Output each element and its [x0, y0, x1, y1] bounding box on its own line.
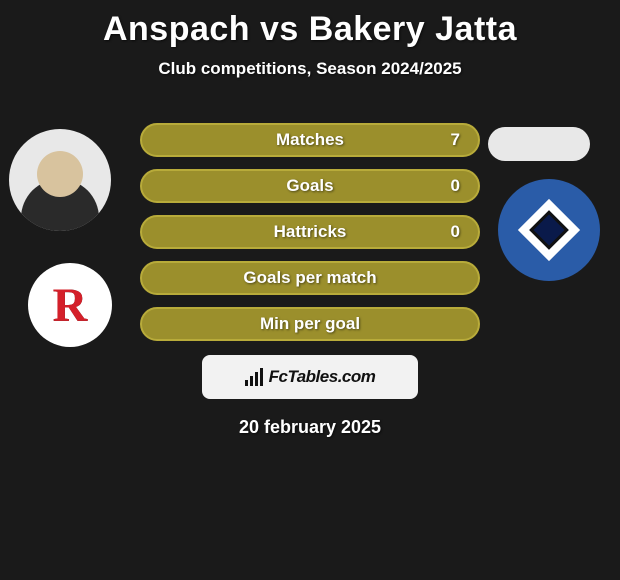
- stat-bar-min-per-goal: Min per goal: [140, 307, 480, 341]
- stat-value: 0: [451, 176, 460, 196]
- player-left-avatar: [9, 129, 111, 231]
- player-right-avatar: [488, 127, 590, 161]
- stat-label: Goals: [286, 176, 333, 196]
- stat-bar-goals: Goals 0: [140, 169, 480, 203]
- stat-bars: Matches 7 Goals 0 Hattricks 0 Goals per …: [140, 119, 480, 341]
- stat-label: Hattricks: [274, 222, 347, 242]
- stat-value: 7: [451, 130, 460, 150]
- stat-label: Goals per match: [243, 268, 376, 288]
- brand-text: FcTables.com: [269, 367, 376, 387]
- stat-value: 0: [451, 222, 460, 242]
- stat-bar-matches: Matches 7: [140, 123, 480, 157]
- club-left-badge: R: [28, 263, 112, 347]
- club-left-letter-icon: R: [53, 278, 88, 333]
- brand-chart-icon: [245, 368, 263, 386]
- snapshot-date: 20 february 2025: [0, 417, 620, 438]
- stat-bar-goals-per-match: Goals per match: [140, 261, 480, 295]
- stat-bar-hattricks: Hattricks 0: [140, 215, 480, 249]
- comparison-panel: R Matches 7 Goals 0 Hattricks 0 Goals pe…: [0, 119, 620, 438]
- page-title: Anspach vs Bakery Jatta: [0, 0, 620, 49]
- club-right-badge: [498, 179, 600, 281]
- stat-label: Matches: [276, 130, 344, 150]
- brand-badge: FcTables.com: [202, 355, 418, 399]
- stat-label: Min per goal: [260, 314, 360, 334]
- page-subtitle: Club competitions, Season 2024/2025: [0, 59, 620, 79]
- club-right-diamond-icon: [518, 199, 580, 261]
